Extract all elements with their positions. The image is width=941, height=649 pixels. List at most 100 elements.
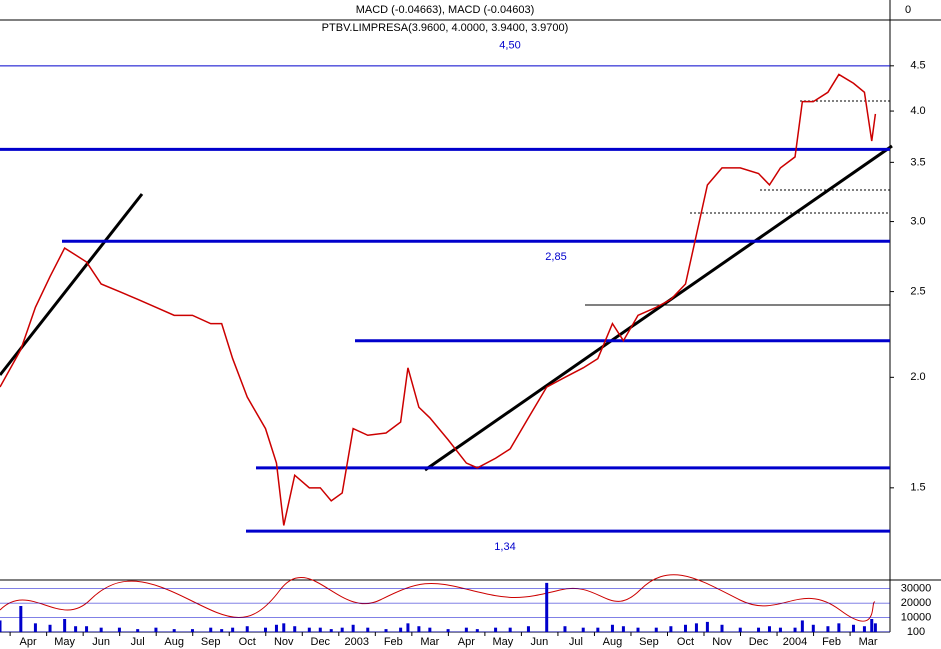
volume-bar [563, 626, 567, 632]
y-tick-label: 2.0 [910, 371, 925, 383]
volume-bar [873, 623, 877, 632]
x-tick-label: Mar [420, 636, 439, 648]
volume-bar [475, 629, 479, 632]
volume-bar [767, 626, 771, 632]
volume-bar [220, 629, 224, 632]
x-tick-label: Feb [822, 636, 841, 648]
y-tick-label: 4.0 [910, 105, 925, 117]
volume-bar [282, 623, 286, 632]
x-tick-label: Sep [201, 636, 221, 648]
x-tick-label: May [492, 636, 513, 648]
volume-bar [406, 623, 410, 632]
x-tick-label: Mar [859, 636, 878, 648]
x-tick-label: Nov [274, 636, 294, 648]
volume-bar [508, 627, 512, 632]
x-tick-label: May [54, 636, 75, 648]
volume-bar [738, 627, 742, 632]
volume-bar [293, 626, 297, 632]
volume-bar [417, 626, 421, 632]
volume-bar [793, 627, 797, 632]
price-line [0, 73, 877, 526]
y-tick-label: 3.0 [910, 215, 925, 227]
volume-bar [48, 624, 52, 632]
volume-bar [318, 627, 322, 632]
volume-bar [117, 627, 121, 632]
volume-bar [19, 606, 23, 632]
x-tick-label: Dec [311, 636, 331, 648]
oscillator-line [0, 574, 876, 622]
volume-bar [136, 629, 140, 632]
x-tick-label: 2004 [783, 636, 807, 648]
volume-bar [757, 627, 761, 632]
volume-bar [274, 624, 278, 632]
y-tick-label: 4.5 [910, 60, 925, 72]
x-tick-label: Nov [712, 636, 732, 648]
volume-bar [74, 626, 78, 632]
volume-bar [621, 626, 625, 632]
y-tick-label: 3.5 [910, 156, 925, 168]
volume-bar [683, 624, 687, 632]
x-tick-label: Apr [20, 636, 37, 648]
volume-bar [778, 627, 782, 632]
x-tick-label: Oct [677, 636, 694, 648]
volume-bar [526, 626, 530, 632]
volume-tick-label: 10000 [901, 611, 932, 623]
volume-bar [694, 623, 698, 632]
volume-bar [63, 619, 67, 632]
volume-bar [446, 629, 450, 632]
volume-bar [399, 627, 403, 632]
volume-bar [596, 627, 600, 632]
volume-bar [307, 627, 311, 632]
volume-bar [705, 621, 709, 632]
volume-bar [494, 627, 498, 632]
volume-bar [545, 582, 549, 632]
chart-title: PTBV.LIMPRESA(3.9600, 4.0000, 3.9400, 3.… [322, 22, 569, 34]
macd-tick-label: 0 [905, 4, 911, 16]
y-tick-label: 2.5 [910, 286, 925, 298]
volume-bar [190, 629, 194, 632]
x-tick-label: Jul [131, 636, 145, 648]
x-tick-label: 2003 [345, 636, 369, 648]
volume-bar [351, 624, 355, 632]
x-tick-label: Oct [239, 636, 256, 648]
volume-bar [33, 623, 37, 632]
x-tick-label: Jun [531, 636, 549, 648]
volume-bar [654, 627, 658, 632]
volume-bar [610, 624, 614, 632]
trend-line [424, 144, 893, 472]
volume-bar [209, 627, 213, 632]
volume-bar [428, 627, 432, 632]
volume-bar [636, 627, 640, 632]
volume-bar [231, 627, 235, 632]
macd-title: MACD (-0.04663), MACD (-0.04603) [356, 4, 535, 16]
volume-bar [800, 620, 804, 632]
volume-bar [366, 627, 370, 632]
volume-bar [340, 627, 344, 632]
volume-bar [384, 629, 388, 632]
volume-bar [826, 626, 830, 632]
x-tick-label: Dec [749, 636, 769, 648]
volume-tick-label: 30000 [901, 583, 932, 595]
x-tick-label: Aug [164, 636, 184, 648]
volume-bar [870, 619, 874, 632]
x-tick-label: Jul [569, 636, 583, 648]
volume-bar [0, 620, 2, 632]
volume-bar [245, 626, 249, 632]
x-tick-label: Feb [384, 636, 403, 648]
x-tick-label: Aug [603, 636, 623, 648]
volume-tick-label: 20000 [901, 597, 932, 609]
volume-bar [99, 627, 103, 632]
trend-line [0, 193, 144, 376]
level-label: 1,34 [494, 541, 515, 553]
volume-bar [85, 626, 89, 632]
level-label: 2,85 [545, 251, 566, 263]
volume-bar [154, 627, 158, 632]
level-label: 4,50 [499, 40, 520, 52]
volume-tick-label: 100 [907, 626, 925, 638]
volume-bar [172, 629, 176, 632]
volume-bar [851, 624, 855, 632]
volume-bar [669, 626, 673, 632]
volume-bar [811, 624, 815, 632]
